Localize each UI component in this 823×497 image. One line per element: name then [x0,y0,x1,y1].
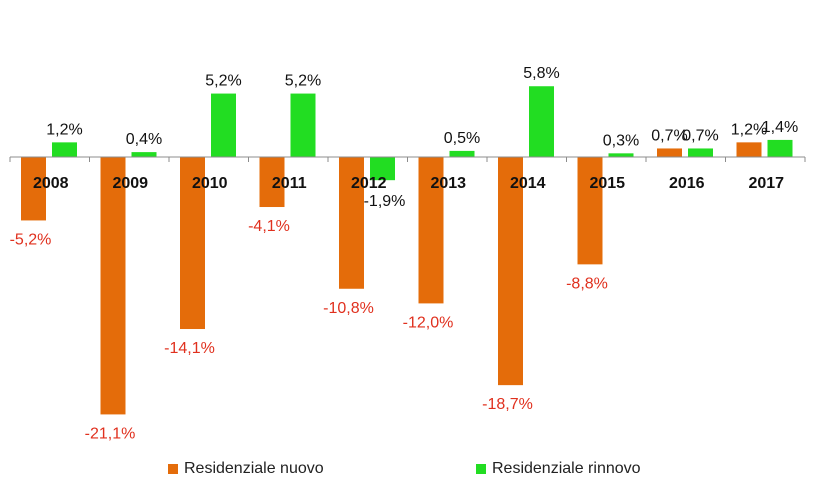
value-labels: -5,2% 1,2% -21,1% 0,4% -14,1% 5,2% -4,1% 5,2% -1… [10,65,799,442]
bar-rinnovo-2011 [290,93,316,157]
value-label-nuovo-2016: 0,7% [651,127,687,144]
value-label-rinnovo-2008: 1,2% [46,121,82,138]
category-label-2012: 2012 [351,175,387,192]
bar-rinnovo-2008 [52,142,77,157]
bar-rinnovo-2009 [131,152,157,157]
category-label-2008: 2008 [33,175,69,192]
category-labels: 2008 2009 2010 2011 2012 2013 2014 2015 2016 2017 [33,175,784,192]
bar-nuovo-2009 [100,157,126,415]
category-label-2016: 2016 [669,175,705,192]
value-label-nuovo-2011: -4,1% [248,218,290,235]
value-label-rinnovo-2017: 1,4% [762,119,798,136]
bar-chart: 2008 2009 2010 2011 2012 2013 2014 2015 2016 2017… [9,65,806,442]
category-label-2009: 2009 [112,175,148,192]
value-label-rinnovo-2011: 5,2% [285,73,321,90]
x-axis-ticks [9,157,806,162]
value-label-nuovo-2010: -14,1% [164,340,215,357]
category-label-2011: 2011 [272,175,307,192]
value-label-rinnovo-2013: 0,5% [444,130,480,147]
value-label-nuovo-2008: -5,2% [10,231,52,248]
category-label-2010: 2010 [192,175,228,192]
legend-label-nuovo: Residenziale nuovo [184,460,324,477]
legend-item-rinnovo: Residenziale rinnovo [476,460,641,478]
bar-rinnovo-2010 [211,93,236,157]
bar-rinnovo-2012 [370,157,395,181]
category-label-2014: 2014 [510,175,546,192]
bar-rinnovo-2013 [449,150,475,157]
bar-nuovo-2015 [577,157,603,265]
value-label-rinnovo-2015: 0,3% [603,132,639,149]
value-label-rinnovo-2009: 0,4% [126,131,162,148]
bar-nuovo-2014 [498,157,523,386]
bar-nuovo-2011 [259,157,285,208]
bar-nuovo-2010 [180,157,205,330]
bar-rinnovo-2017 [767,139,793,157]
value-label-rinnovo-2012: -1,9% [364,193,406,210]
value-label-nuovo-2013: -12,0% [403,314,454,331]
bar-nuovo-2017 [736,142,762,157]
bars-group [21,86,793,415]
value-label-nuovo-2015: -8,8% [566,275,608,292]
legend-label-rinnovo: Residenziale rinnovo [492,460,641,477]
category-label-2013: 2013 [430,175,466,192]
legend-swatch-nuovo [168,464,178,474]
bar-nuovo-2008 [21,157,46,221]
category-label-2017: 2017 [748,175,784,192]
value-label-nuovo-2017: 1,2% [731,121,767,138]
bar-rinnovo-2014 [529,86,554,157]
value-label-rinnovo-2010: 5,2% [205,73,241,90]
value-label-nuovo-2012: -10,8% [323,300,374,317]
value-label-nuovo-2009: -21,1% [85,425,136,442]
value-label-rinnovo-2016: 0,7% [682,127,718,144]
bar-nuovo-2016 [657,148,682,157]
value-label-nuovo-2014: -18,7% [482,396,533,413]
legend: Residenziale nuovo Residenziale rinnovo [0,460,823,484]
bar-rinnovo-2015 [608,153,634,157]
legend-item-nuovo: Residenziale nuovo [168,460,324,478]
legend-swatch-rinnovo [476,464,486,474]
category-label-2015: 2015 [589,175,625,192]
bar-nuovo-2013 [418,157,444,304]
bar-rinnovo-2016 [688,148,713,157]
bar-nuovo-2012 [339,157,364,289]
value-label-rinnovo-2014: 5,8% [523,65,559,82]
